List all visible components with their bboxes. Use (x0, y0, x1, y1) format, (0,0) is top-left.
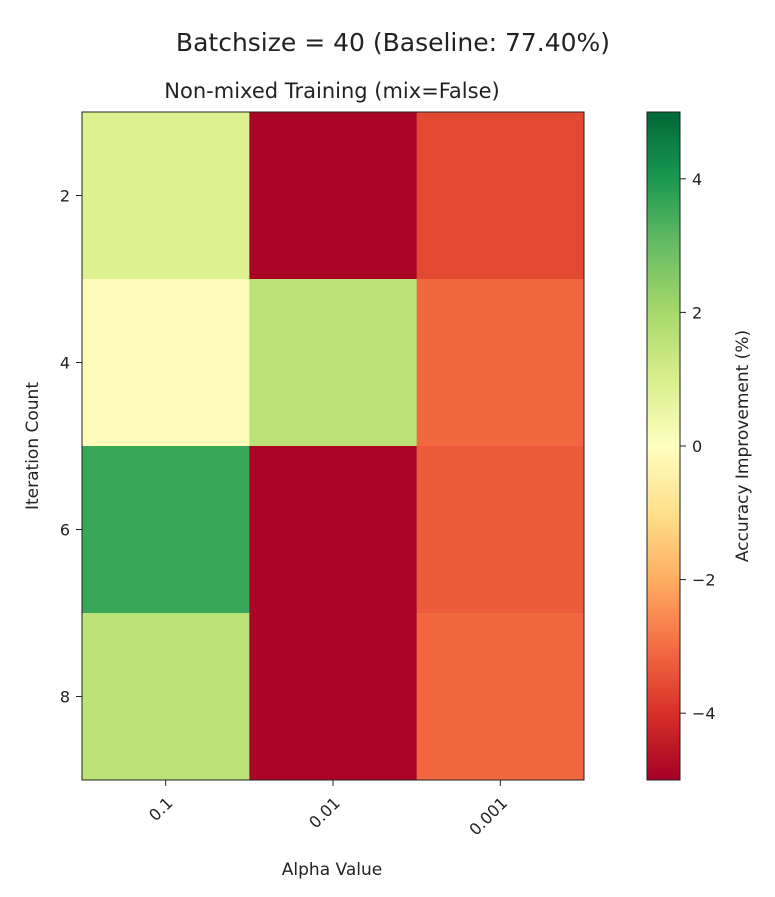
colorbar-label: Accuracy Improvement (%) (733, 330, 753, 562)
colorbar-tick-label: −4 (692, 704, 716, 723)
heatmap-cell (82, 279, 250, 447)
figure-suptitle: Batchsize = 40 (Baseline: 77.40%) (176, 28, 610, 57)
colorbar-tick-label: 2 (692, 303, 702, 322)
x-tick-label: 0.1 (145, 793, 176, 824)
y-axis-label: Iteration Count (23, 382, 43, 510)
y-tick-label: 8 (60, 688, 70, 707)
chart-title: Non-mixed Training (mix=False) (164, 79, 499, 103)
y-tick-label: 2 (60, 187, 70, 206)
heatmap-cell (249, 279, 418, 447)
heatmap-cell (249, 112, 418, 280)
x-axis-ticks: 0.1 0.01 0.001 (145, 780, 511, 839)
y-tick-label: 6 (60, 521, 70, 540)
heatmap-cell (416, 279, 585, 447)
colorbar-tick-label: 4 (692, 170, 702, 189)
colorbar-tick-label: −2 (692, 571, 716, 590)
x-tick-label: 0.01 (305, 793, 344, 832)
heatmap-cell (249, 613, 418, 781)
colorbar-ticks: 4 2 0 −2 −4 (680, 170, 716, 723)
heatmap-cell (416, 112, 585, 280)
heatmap-cell (82, 446, 250, 614)
x-axis-label: Alpha Value (282, 860, 382, 880)
y-axis-ticks: 2 4 6 8 (60, 187, 82, 707)
x-tick-label: 0.001 (465, 793, 511, 839)
heatmap-cells (82, 112, 585, 781)
heatmap-cell (249, 446, 418, 614)
heatmap-cell (82, 613, 250, 781)
colorbar (646, 111, 681, 781)
colorbar-tick-label: 0 (692, 437, 702, 456)
heatmap-cell (416, 446, 585, 614)
y-tick-label: 4 (60, 354, 70, 373)
heatmap-cell (416, 613, 585, 781)
heatmap-cell (82, 112, 250, 280)
